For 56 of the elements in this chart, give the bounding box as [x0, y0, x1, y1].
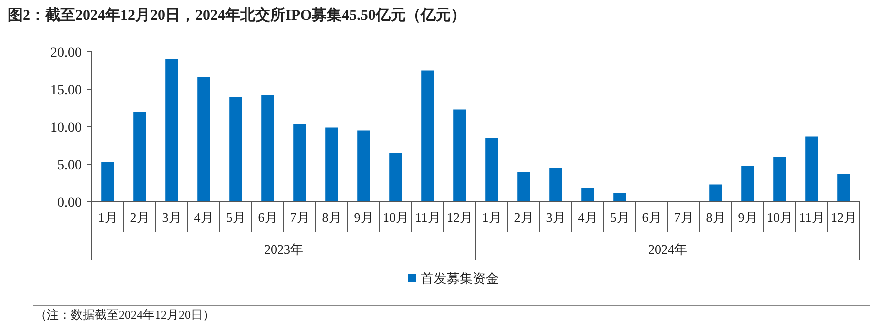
x-tick-label: 10月: [767, 210, 793, 225]
x-tick-label: 2月: [130, 210, 150, 225]
bar: [742, 166, 754, 202]
bar: [294, 124, 306, 202]
bar: [710, 184, 722, 202]
x-tick-label: 3月: [162, 210, 182, 225]
y-tick-label: 20.00: [50, 46, 82, 61]
bar: [774, 157, 786, 202]
x-tick-label: 12月: [831, 210, 857, 225]
bar: [454, 110, 466, 202]
bar: [550, 168, 562, 202]
x-tick-label: 6月: [642, 210, 662, 225]
x-tick-label: 7月: [290, 210, 310, 225]
x-tick-label: 3月: [546, 210, 566, 225]
x-tick-label: 10月: [383, 210, 409, 225]
x-tick-label: 5月: [226, 210, 246, 225]
bar: [390, 153, 402, 202]
bar: [422, 70, 434, 202]
text: 2023年: [264, 242, 304, 257]
bar: [358, 130, 370, 202]
x-tick-label: 11月: [415, 210, 441, 225]
bar: [614, 193, 626, 202]
bar: [838, 174, 850, 202]
bar: [806, 136, 818, 202]
x-tick-label: 1月: [482, 210, 502, 225]
bar: [198, 78, 210, 202]
text: （注：数据截至2024年12月20日）: [35, 308, 215, 322]
bar: [262, 96, 274, 202]
x-tick-label: 5月: [610, 210, 630, 225]
bar: [582, 188, 594, 202]
x-tick-label: 9月: [738, 210, 758, 225]
y-tick-label: 0.00: [58, 196, 82, 211]
bar: [134, 112, 146, 202]
x-tick-label: 11月: [799, 210, 825, 225]
x-tick-label: 4月: [194, 210, 214, 225]
x-tick-label: 6月: [258, 210, 278, 225]
x-tick-label: 9月: [354, 210, 374, 225]
bar: [230, 97, 242, 202]
x-tick-label: 8月: [322, 210, 342, 225]
x-tick-label: 2月: [514, 210, 534, 225]
y-tick-label: 15.00: [50, 83, 82, 98]
y-tick-label: 10.00: [50, 120, 82, 136]
x-tick-label: 8月: [706, 210, 726, 225]
bar: [486, 138, 498, 202]
bar: [518, 172, 530, 202]
legend-label: 首发募集资金: [421, 271, 499, 286]
x-tick-label: 4月: [578, 210, 598, 225]
y-tick-label: 5.00: [58, 158, 82, 174]
bar: [166, 60, 178, 202]
x-tick-label: 1月: [98, 210, 118, 225]
text: 2024年: [648, 242, 688, 257]
chart-title: 图2：截至2024年12月20日，2024年北交所IPO募集45.50亿元（亿元）: [8, 6, 466, 24]
x-tick-label: 12月: [447, 210, 473, 225]
bar: [102, 162, 114, 202]
bar: [326, 128, 338, 202]
x-tick-label: 7月: [674, 210, 694, 225]
